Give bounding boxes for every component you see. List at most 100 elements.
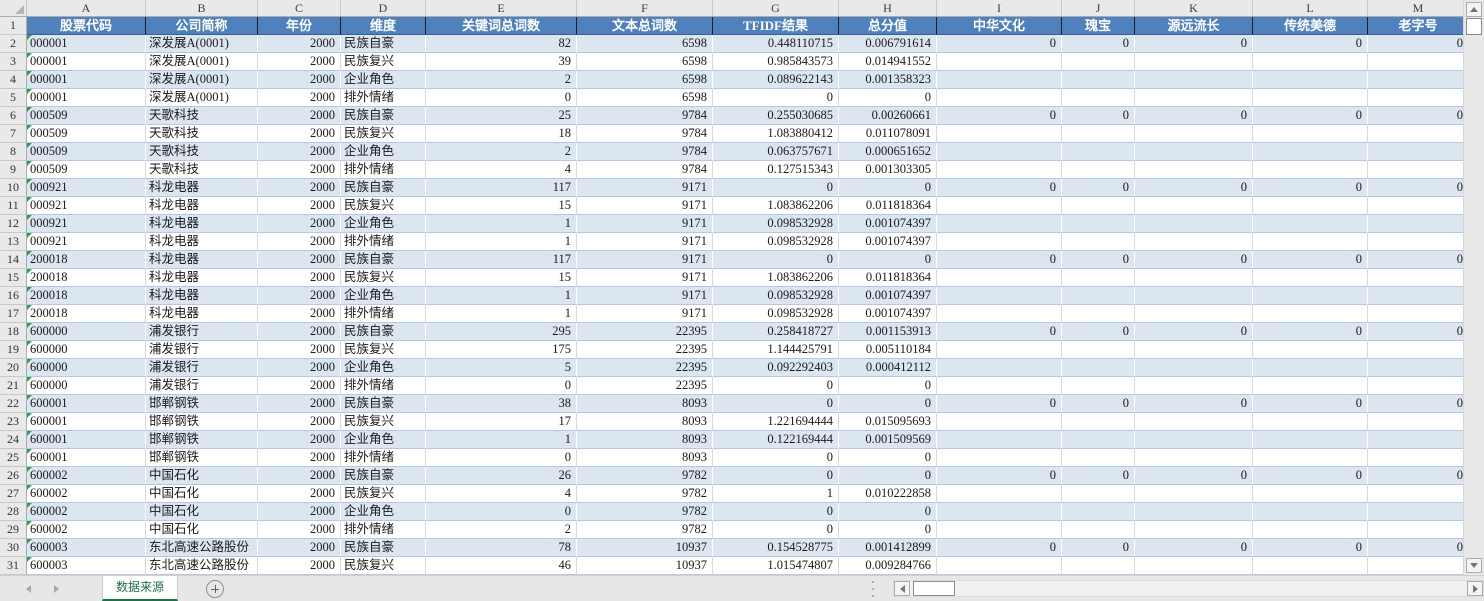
cell-H4[interactable]: 0.001358323 bbox=[839, 71, 937, 89]
cell-I20[interactable] bbox=[937, 359, 1062, 377]
header-cell-D[interactable]: 维度 bbox=[341, 17, 426, 35]
cell-K5[interactable] bbox=[1135, 89, 1253, 107]
cell-J21[interactable] bbox=[1062, 377, 1135, 395]
cell-I25[interactable] bbox=[937, 449, 1062, 467]
cell-B15[interactable]: 科龙电器 bbox=[146, 269, 258, 287]
cell-L8[interactable] bbox=[1253, 143, 1368, 161]
cell-F30[interactable]: 10937 bbox=[577, 539, 713, 557]
cell-J5[interactable] bbox=[1062, 89, 1135, 107]
cell-L31[interactable] bbox=[1253, 557, 1368, 575]
cell-D3[interactable]: 民族复兴 bbox=[341, 53, 426, 71]
cell-H13[interactable]: 0.001074397 bbox=[839, 233, 937, 251]
row-header-29[interactable]: 29 bbox=[0, 521, 27, 539]
row-header-6[interactable]: 6 bbox=[0, 107, 27, 125]
cell-C16[interactable]: 2000 bbox=[258, 287, 341, 305]
cell-J26[interactable]: 0 bbox=[1062, 467, 1135, 485]
cell-J7[interactable] bbox=[1062, 125, 1135, 143]
cell-M16[interactable] bbox=[1368, 287, 1463, 305]
row-header-8[interactable]: 8 bbox=[0, 143, 27, 161]
row-header-7[interactable]: 7 bbox=[0, 125, 27, 143]
cell-D21[interactable]: 排外情绪 bbox=[341, 377, 426, 395]
cell-K21[interactable] bbox=[1135, 377, 1253, 395]
cell-M19[interactable] bbox=[1368, 341, 1463, 359]
cell-A17[interactable]: 200018 bbox=[27, 305, 146, 323]
cell-K25[interactable] bbox=[1135, 449, 1253, 467]
cell-H16[interactable]: 0.001074397 bbox=[839, 287, 937, 305]
cell-B21[interactable]: 浦发银行 bbox=[146, 377, 258, 395]
cell-D31[interactable]: 民族复兴 bbox=[341, 557, 426, 575]
cell-F28[interactable]: 9782 bbox=[577, 503, 713, 521]
cell-M15[interactable] bbox=[1368, 269, 1463, 287]
cell-E8[interactable]: 2 bbox=[426, 143, 577, 161]
cell-I27[interactable] bbox=[937, 485, 1062, 503]
header-cell-J[interactable]: 瑰宝 bbox=[1062, 17, 1135, 35]
cell-C6[interactable]: 2000 bbox=[258, 107, 341, 125]
cell-A16[interactable]: 200018 bbox=[27, 287, 146, 305]
cell-M23[interactable] bbox=[1368, 413, 1463, 431]
cell-E30[interactable]: 78 bbox=[426, 539, 577, 557]
cell-B14[interactable]: 科龙电器 bbox=[146, 251, 258, 269]
cell-C23[interactable]: 2000 bbox=[258, 413, 341, 431]
horizontal-scroll-thumb[interactable] bbox=[913, 581, 955, 596]
cell-M5[interactable] bbox=[1368, 89, 1463, 107]
scroll-down-button[interactable] bbox=[1466, 558, 1482, 573]
cell-A24[interactable]: 600001 bbox=[27, 431, 146, 449]
cell-I6[interactable]: 0 bbox=[937, 107, 1062, 125]
cell-C22[interactable]: 2000 bbox=[258, 395, 341, 413]
cell-H24[interactable]: 0.001509569 bbox=[839, 431, 937, 449]
cell-D12[interactable]: 企业角色 bbox=[341, 215, 426, 233]
cell-B30[interactable]: 东北高速公路股份 bbox=[146, 539, 258, 557]
cell-H23[interactable]: 0.015095693 bbox=[839, 413, 937, 431]
cell-E16[interactable]: 1 bbox=[426, 287, 577, 305]
cell-K4[interactable] bbox=[1135, 71, 1253, 89]
cell-M2[interactable]: 0 bbox=[1368, 35, 1463, 53]
cell-A14[interactable]: 200018 bbox=[27, 251, 146, 269]
cell-G17[interactable]: 0.098532928 bbox=[713, 305, 839, 323]
cell-D8[interactable]: 企业角色 bbox=[341, 143, 426, 161]
cell-I31[interactable] bbox=[937, 557, 1062, 575]
cell-L23[interactable] bbox=[1253, 413, 1368, 431]
row-header-22[interactable]: 22 bbox=[0, 395, 27, 413]
cell-C29[interactable]: 2000 bbox=[258, 521, 341, 539]
cell-K24[interactable] bbox=[1135, 431, 1253, 449]
cell-M8[interactable] bbox=[1368, 143, 1463, 161]
cell-F12[interactable]: 9171 bbox=[577, 215, 713, 233]
cell-H29[interactable]: 0 bbox=[839, 521, 937, 539]
cell-E20[interactable]: 5 bbox=[426, 359, 577, 377]
cell-C5[interactable]: 2000 bbox=[258, 89, 341, 107]
cell-I28[interactable] bbox=[937, 503, 1062, 521]
cell-A27[interactable]: 600002 bbox=[27, 485, 146, 503]
cell-J18[interactable]: 0 bbox=[1062, 323, 1135, 341]
cell-A25[interactable]: 600001 bbox=[27, 449, 146, 467]
cell-J20[interactable] bbox=[1062, 359, 1135, 377]
row-header-15[interactable]: 15 bbox=[0, 269, 27, 287]
cell-I23[interactable] bbox=[937, 413, 1062, 431]
cell-K23[interactable] bbox=[1135, 413, 1253, 431]
cell-G12[interactable]: 0.098532928 bbox=[713, 215, 839, 233]
cell-F31[interactable]: 10937 bbox=[577, 557, 713, 575]
cell-D9[interactable]: 排外情绪 bbox=[341, 161, 426, 179]
cell-F22[interactable]: 8093 bbox=[577, 395, 713, 413]
cell-C31[interactable]: 2000 bbox=[258, 557, 341, 575]
cell-H6[interactable]: 0.00260661 bbox=[839, 107, 937, 125]
cell-D15[interactable]: 民族复兴 bbox=[341, 269, 426, 287]
cell-E29[interactable]: 2 bbox=[426, 521, 577, 539]
cell-I30[interactable]: 0 bbox=[937, 539, 1062, 557]
cell-B31[interactable]: 东北高速公路股份 bbox=[146, 557, 258, 575]
cell-A10[interactable]: 000921 bbox=[27, 179, 146, 197]
cell-M24[interactable] bbox=[1368, 431, 1463, 449]
cell-I7[interactable] bbox=[937, 125, 1062, 143]
cell-B5[interactable]: 深发展A(0001) bbox=[146, 89, 258, 107]
row-header-13[interactable]: 13 bbox=[0, 233, 27, 251]
cell-J15[interactable] bbox=[1062, 269, 1135, 287]
cell-H3[interactable]: 0.014941552 bbox=[839, 53, 937, 71]
cell-A15[interactable]: 200018 bbox=[27, 269, 146, 287]
cell-G31[interactable]: 1.015474807 bbox=[713, 557, 839, 575]
header-cell-G[interactable]: TFIDF结果 bbox=[713, 17, 839, 35]
cell-K15[interactable] bbox=[1135, 269, 1253, 287]
cell-C19[interactable]: 2000 bbox=[258, 341, 341, 359]
cell-F27[interactable]: 9782 bbox=[577, 485, 713, 503]
cell-F8[interactable]: 9784 bbox=[577, 143, 713, 161]
cell-D18[interactable]: 民族自豪 bbox=[341, 323, 426, 341]
row-header-10[interactable]: 10 bbox=[0, 179, 27, 197]
